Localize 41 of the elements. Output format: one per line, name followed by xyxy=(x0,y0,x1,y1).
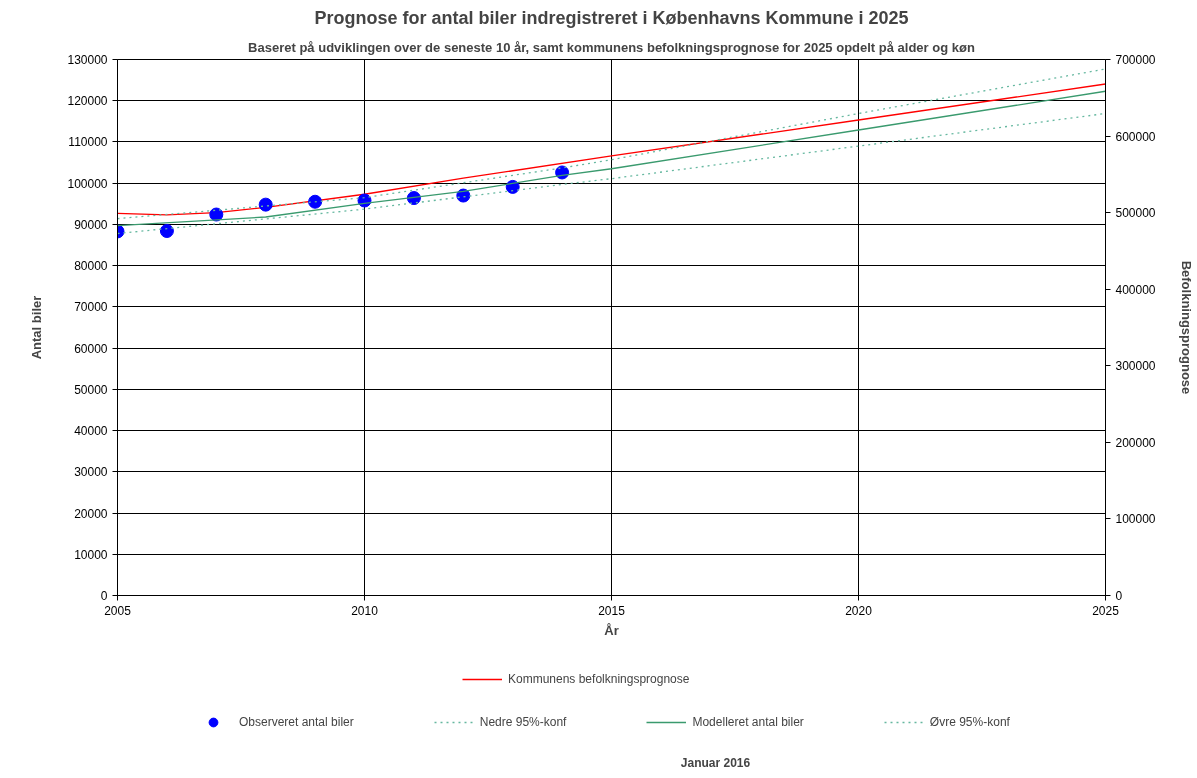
y-tick-label: 80000 xyxy=(74,259,108,274)
y-tick-label: 90000 xyxy=(74,217,108,232)
legend-label: Modelleret antal biler xyxy=(692,715,804,729)
y2-tick-label: 0 xyxy=(1115,589,1123,603)
y2-tick-label: 700000 xyxy=(1115,53,1156,67)
point xyxy=(159,224,174,239)
y-tick-label: 50000 xyxy=(74,382,108,397)
y-axis-title: Antal biler xyxy=(29,295,45,360)
chart-title: Prognose for antal biler indregistreret i Københavns Kommune i 2025 xyxy=(314,7,909,28)
y2-tick-label: 400000 xyxy=(1115,282,1156,297)
legend-label: Kommunens befolkningsprognose xyxy=(508,672,690,686)
x-tick-label: 2025 xyxy=(1092,603,1120,618)
point xyxy=(258,197,273,212)
x-tick-label: 2005 xyxy=(104,603,132,618)
y-tick-label: 130000 xyxy=(67,53,108,67)
legend-label: Observeret antal biler xyxy=(239,715,354,729)
y-tick-label: 10000 xyxy=(74,547,108,562)
x-tick-label: 2010 xyxy=(351,603,379,618)
x-axis-title: År xyxy=(604,622,619,638)
y-tick-label: 20000 xyxy=(74,506,108,521)
y-tick-label: 0 xyxy=(100,589,108,603)
point xyxy=(308,194,323,209)
x-tick-label: 2015 xyxy=(598,603,626,618)
text: Januar 2016 xyxy=(680,755,751,770)
y-tick-label: 100000 xyxy=(67,176,108,191)
y2-tick-label: 600000 xyxy=(1115,129,1156,144)
y-tick-label: 30000 xyxy=(74,465,108,480)
legend-label: Øvre 95%-konf xyxy=(929,715,1010,729)
y2-tick-label: 100000 xyxy=(1115,512,1156,527)
y-tick-label: 60000 xyxy=(74,341,108,356)
y-tick-label: 70000 xyxy=(74,300,108,315)
y-tick-label: 120000 xyxy=(67,94,108,109)
legend-label: Nedre 95%-konf xyxy=(479,715,567,729)
y-tick-label: 110000 xyxy=(68,135,108,150)
y2-tick-label: 500000 xyxy=(1115,206,1156,221)
chart-subtitle: Baseret på udviklingen over de seneste 10 år, samt kommunens befolkningsprognose for 2025 opdelt på alder og køn xyxy=(248,39,975,55)
y2-axis-title: Befolkningsprognose xyxy=(1178,260,1194,395)
y2-tick-label: 200000 xyxy=(1115,435,1156,450)
x-tick-label: 2020 xyxy=(845,603,873,618)
y2-tick-label: 300000 xyxy=(1115,359,1156,374)
y-tick-label: 40000 xyxy=(74,424,108,439)
